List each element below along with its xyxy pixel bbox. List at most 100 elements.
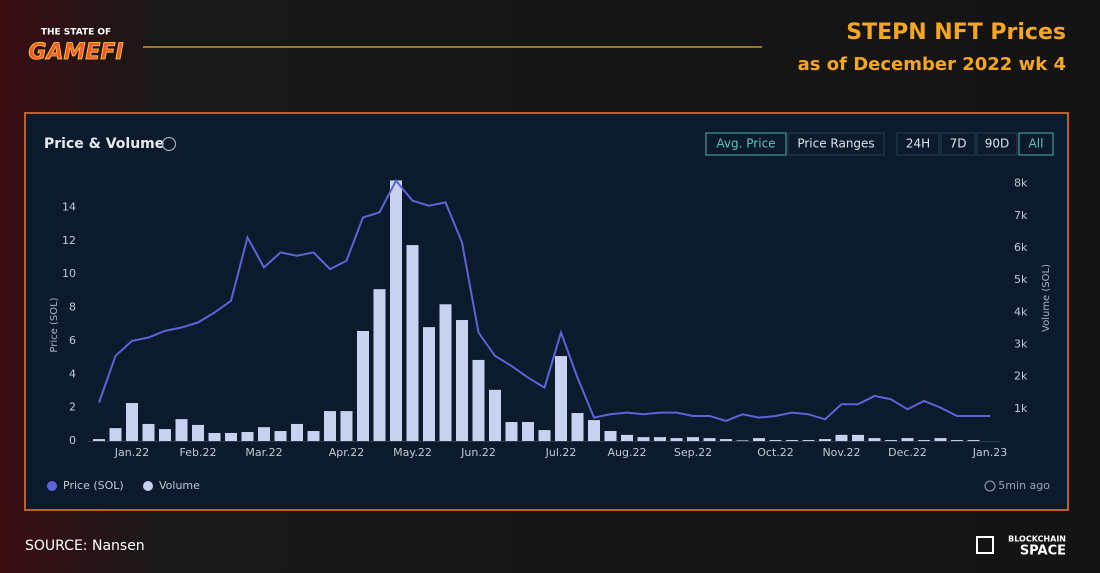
x-tick-label: Sep.22: [674, 446, 712, 459]
volume-bar: [901, 438, 914, 441]
volume-bar: [753, 438, 765, 441]
volume-bar: [918, 440, 930, 441]
control-label[interactable]: 90D: [985, 137, 1010, 151]
volume-bar: [786, 440, 798, 441]
y2-tick-label: 6k: [1014, 241, 1028, 254]
updated: 5min ago: [998, 479, 1050, 492]
volume-bar: [687, 437, 699, 441]
control-label[interactable]: 7D: [950, 137, 967, 151]
control-label[interactable]: 24H: [906, 137, 930, 151]
volume-bar: [621, 434, 633, 441]
x-tick-label: Mar.22: [245, 446, 282, 459]
control-button[interactable]: [976, 132, 1018, 156]
volume-bar: [406, 245, 419, 441]
y-tick-label: 12: [62, 234, 76, 247]
title: STEPN NFT Prices: [846, 20, 1066, 45]
brand-top: BLOCKCHAIN: [1008, 535, 1066, 544]
volume-bar: [489, 389, 501, 441]
chart-panel: [24, 112, 1069, 511]
volume-bar: [241, 431, 254, 441]
volume-bar: [670, 438, 683, 441]
y-tick-label: 4: [69, 367, 76, 380]
x-tick-label: Jul.22: [545, 446, 577, 459]
subtitle: as of December 2022 wk 4: [798, 54, 1066, 75]
control-button[interactable]: [787, 132, 885, 156]
volume-bar: [802, 440, 815, 441]
volume-bar: [159, 429, 171, 441]
volume-bar: [885, 440, 897, 441]
x-tick-label: Jun.22: [460, 446, 496, 459]
volume-bar: [340, 411, 353, 441]
volume-bar: [934, 438, 947, 441]
y-tick-label: 6: [69, 334, 76, 347]
volume-bar: [654, 437, 666, 441]
control-label[interactable]: Price Ranges: [797, 137, 874, 151]
brand-icon: [976, 536, 994, 554]
logo-main: GAMEFI: [28, 40, 123, 65]
control-button[interactable]: [896, 132, 940, 156]
y-tick-label: 2: [69, 401, 76, 414]
volume-bar: [588, 420, 600, 441]
volume-bar: [324, 411, 336, 441]
control-button[interactable]: [1018, 132, 1054, 156]
volume-bar: [258, 427, 270, 441]
x-tick-label: Feb.22: [180, 446, 217, 459]
volume-bar: [456, 320, 468, 441]
control-label[interactable]: Avg. Price: [716, 137, 775, 151]
y-axis-label: Price (SOL): [49, 297, 60, 352]
volume-bar: [126, 403, 138, 441]
control-button[interactable]: [705, 132, 787, 156]
volume-bar: [769, 440, 782, 441]
x-tick-label: Aug.22: [608, 446, 647, 459]
y-tick-label: 10: [62, 267, 76, 280]
volume-bar: [307, 431, 320, 441]
volume-bar: [357, 330, 369, 441]
control-label[interactable]: All: [1029, 137, 1044, 151]
volume-bar: [208, 432, 221, 441]
y-tick-label: 0: [69, 434, 76, 447]
x-tick-label: Apr.22: [329, 446, 365, 459]
y-tick-label: 8: [69, 301, 76, 314]
source: SOURCE: Nansen: [25, 538, 145, 554]
x-tick-label: May.22: [393, 446, 432, 459]
y2-tick-label: 1k: [1014, 402, 1028, 415]
x-tick-label: Jan.22: [114, 446, 149, 459]
volume-bar: [175, 419, 188, 441]
volume-bar: [835, 434, 848, 441]
x-tick-label: Jan.23: [972, 446, 1007, 459]
volume-bar: [291, 423, 303, 441]
volume-bar: [109, 428, 122, 441]
legend-label[interactable]: Volume: [159, 479, 200, 492]
volume-bar: [703, 438, 716, 441]
volume-bar: [868, 438, 881, 441]
volume-bar: [637, 437, 650, 441]
logo-top: THE STATE OF: [41, 28, 111, 38]
volume-bar: [736, 440, 749, 441]
legend-marker[interactable]: [47, 481, 57, 491]
volume-bar: [142, 423, 155, 441]
y2-tick-label: 5k: [1014, 273, 1028, 286]
y2-tick-label: 2k: [1014, 370, 1028, 383]
volume-bar: [472, 359, 485, 441]
volume-bar: [967, 440, 980, 441]
volume-bar: [373, 289, 386, 441]
control-button[interactable]: [940, 132, 976, 156]
info-icon[interactable]: [161, 136, 177, 152]
volume-bar: [439, 304, 452, 441]
y2-tick-label: 7k: [1014, 209, 1028, 222]
y2-axis-label: Volume (SOL): [1041, 264, 1052, 332]
clock-icon: [984, 480, 996, 492]
legend-label[interactable]: Price (SOL): [63, 479, 124, 492]
y2-tick-label: 3k: [1014, 337, 1028, 350]
brand-main: SPACE: [1020, 544, 1066, 559]
volume-bar: [852, 434, 864, 441]
volume-bar: [951, 440, 963, 441]
volume-bar: [555, 356, 567, 441]
legend-marker[interactable]: [143, 481, 153, 491]
price-line: [98, 178, 990, 423]
volume-bar: [274, 431, 287, 441]
volume-bar: [93, 439, 105, 441]
volume-bar: [423, 327, 435, 441]
volume-bar: [225, 432, 237, 441]
volume-bar: [505, 422, 518, 441]
